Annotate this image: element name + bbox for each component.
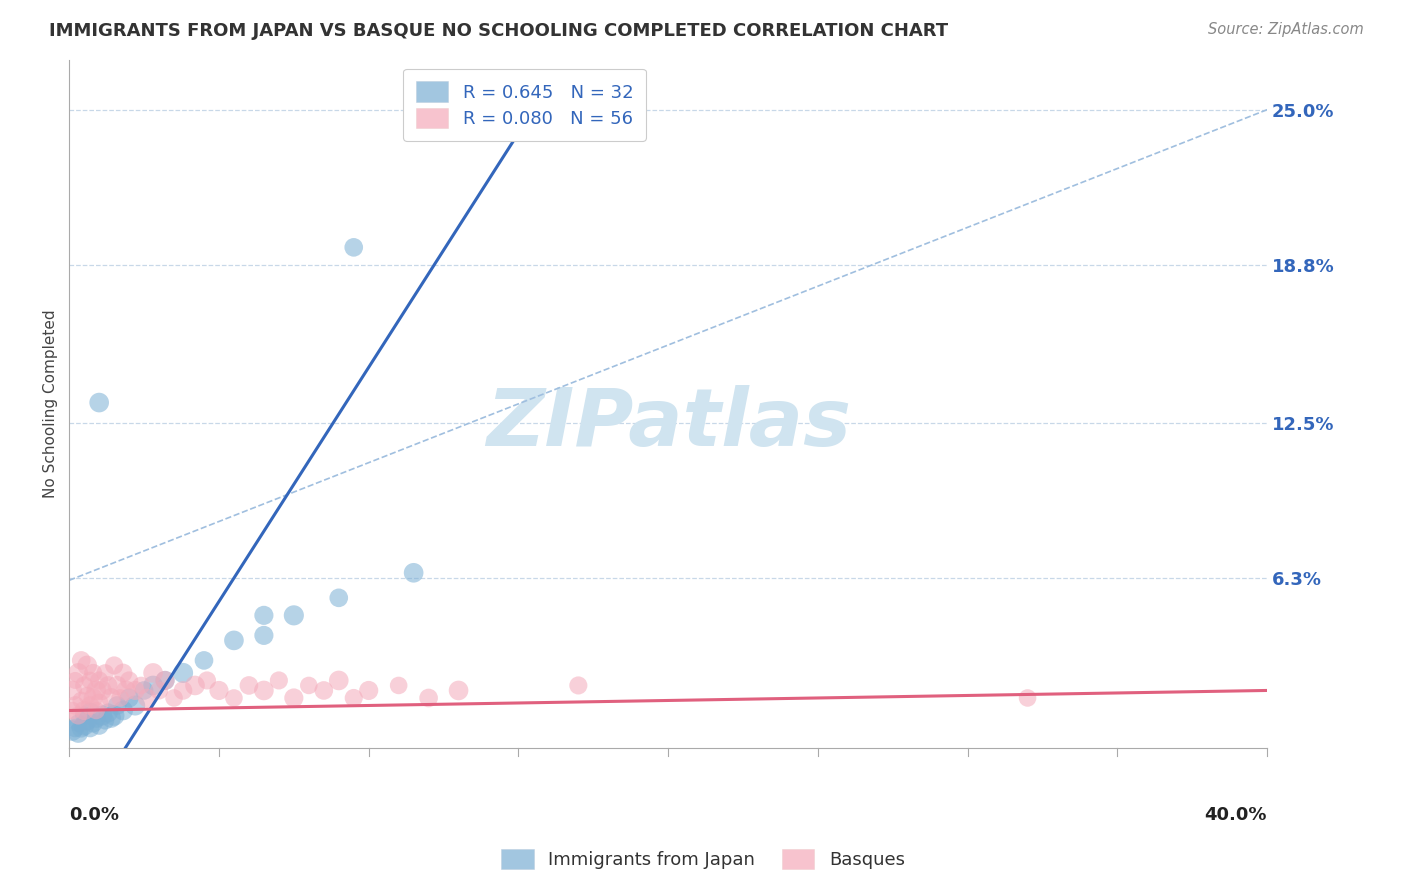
Point <box>129 678 152 692</box>
Point <box>89 718 111 732</box>
Point <box>103 658 125 673</box>
Point <box>67 665 90 680</box>
Point <box>76 714 98 728</box>
Point <box>79 721 101 735</box>
Point <box>222 633 245 648</box>
Legend: Immigrants from Japan, Basques: Immigrants from Japan, Basques <box>492 839 914 879</box>
Point <box>357 683 380 698</box>
Point <box>193 653 215 667</box>
Point <box>153 673 176 688</box>
Point <box>103 708 125 723</box>
Point <box>163 690 186 705</box>
Point <box>76 689 98 703</box>
Text: ZIPatlas: ZIPatlas <box>485 385 851 464</box>
Point <box>184 678 207 692</box>
Point <box>208 683 231 698</box>
Point <box>142 678 165 692</box>
Point <box>60 723 83 738</box>
Point <box>253 608 276 623</box>
Point <box>97 678 120 692</box>
Point <box>388 678 411 692</box>
Point <box>132 683 155 698</box>
Point <box>84 711 107 725</box>
Point <box>142 665 165 680</box>
Text: 40.0%: 40.0% <box>1205 805 1267 823</box>
Point <box>195 673 218 688</box>
Point <box>67 708 90 723</box>
Point <box>73 704 96 718</box>
Text: IMMIGRANTS FROM JAPAN VS BASQUE NO SCHOOLING COMPLETED CORRELATION CHART: IMMIGRANTS FROM JAPAN VS BASQUE NO SCHOO… <box>49 22 948 40</box>
Point <box>100 711 122 725</box>
Point <box>115 683 138 698</box>
Point <box>89 673 111 688</box>
Point <box>253 683 276 698</box>
Point <box>63 673 86 688</box>
Point <box>91 683 114 698</box>
Point <box>70 693 93 707</box>
Point <box>418 690 440 705</box>
Point <box>82 690 104 705</box>
Point <box>328 673 350 688</box>
Point <box>148 683 170 698</box>
Point <box>402 566 425 580</box>
Point <box>94 714 117 728</box>
Point <box>73 708 96 723</box>
Point <box>447 683 470 698</box>
Point <box>84 683 107 698</box>
Point <box>82 665 104 680</box>
Point <box>312 683 335 698</box>
Point <box>222 690 245 705</box>
Point <box>238 678 260 692</box>
Point <box>94 665 117 680</box>
Point <box>60 704 83 718</box>
Point <box>136 690 159 705</box>
Point <box>108 690 131 705</box>
Text: 0.0%: 0.0% <box>69 805 120 823</box>
Point <box>79 706 101 720</box>
Point <box>89 395 111 409</box>
Legend: R = 0.645   N = 32, R = 0.080   N = 56: R = 0.645 N = 32, R = 0.080 N = 56 <box>404 69 645 141</box>
Point <box>70 653 93 667</box>
Point <box>63 698 86 713</box>
Point <box>79 698 101 713</box>
Point <box>112 665 135 680</box>
Point <box>253 628 276 642</box>
Point <box>153 673 176 688</box>
Point <box>328 591 350 605</box>
Point <box>67 726 90 740</box>
Point <box>76 658 98 673</box>
Point <box>100 690 122 705</box>
Y-axis label: No Schooling Completed: No Schooling Completed <box>44 310 58 498</box>
Point <box>172 665 194 680</box>
Text: Source: ZipAtlas.com: Source: ZipAtlas.com <box>1208 22 1364 37</box>
Point <box>84 704 107 718</box>
Point <box>82 716 104 731</box>
Point <box>70 721 93 735</box>
Point <box>73 718 96 732</box>
Point <box>283 690 305 705</box>
Point <box>112 704 135 718</box>
Point <box>343 690 366 705</box>
Point <box>343 240 366 254</box>
Point <box>60 683 83 698</box>
Point <box>283 608 305 623</box>
Point <box>267 673 290 688</box>
Point <box>118 673 141 688</box>
Point <box>567 678 589 692</box>
Point <box>91 708 114 723</box>
Point <box>124 698 146 713</box>
Point <box>97 706 120 720</box>
Point <box>73 678 96 692</box>
Point <box>89 696 111 710</box>
Point <box>79 673 101 688</box>
Point <box>105 678 128 692</box>
Point <box>118 690 141 705</box>
Point <box>63 721 86 735</box>
Point <box>298 678 321 692</box>
Point <box>124 683 146 698</box>
Point <box>67 716 90 731</box>
Point <box>1017 690 1039 705</box>
Point <box>105 698 128 713</box>
Point <box>172 683 194 698</box>
